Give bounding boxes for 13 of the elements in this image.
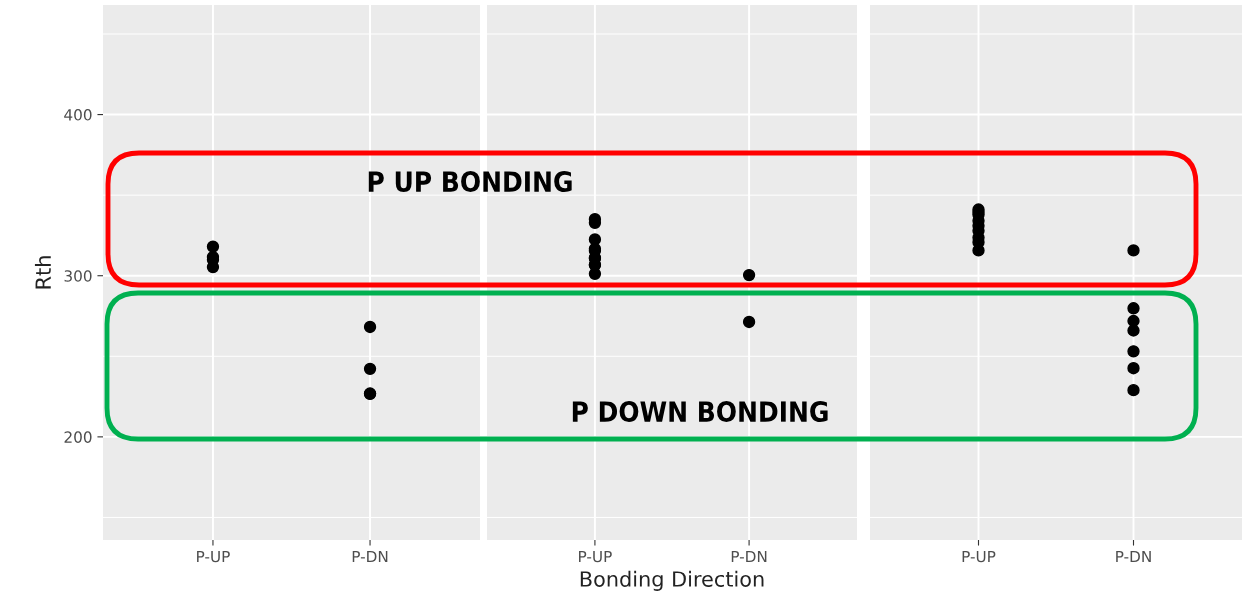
annotation: P UP BONDING <box>368 171 572 193</box>
x-tick-label: P-UP <box>197 550 230 563</box>
y-tick-label: 300 <box>64 270 92 282</box>
annotation: P DOWN BONDING <box>572 401 828 423</box>
x-tick-label: P-UP <box>579 550 612 563</box>
y-tick-label: 400 <box>64 109 92 121</box>
x-tick-label: P-DN <box>1116 550 1151 563</box>
x-tick-label: P-DN <box>352 550 388 563</box>
x-tick-label: P-DN <box>731 550 767 563</box>
x-axis-title: Bonding Direction <box>580 570 764 591</box>
y-tick-label: 200 <box>64 431 92 443</box>
x-tick-label: P-UP <box>962 550 996 563</box>
y-axis-title: Rth <box>34 256 51 289</box>
